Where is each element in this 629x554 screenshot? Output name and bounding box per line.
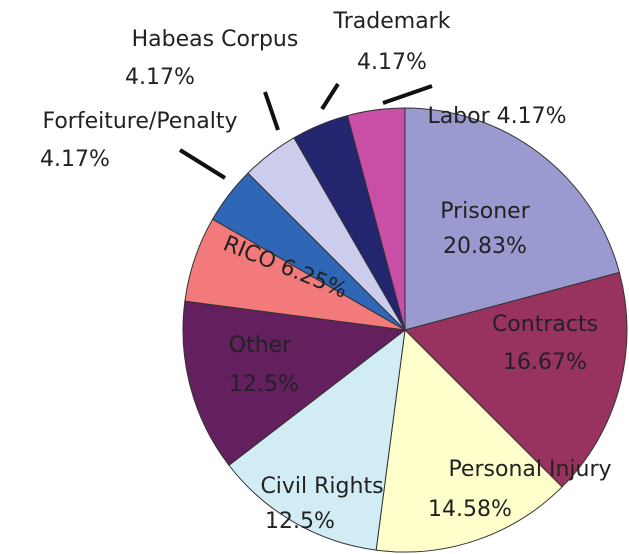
slice <box>182 300 407 466</box>
slice <box>404 107 621 331</box>
value-label: 14.58% <box>428 497 512 522</box>
category-label: Habeas Corpus <box>132 27 299 52</box>
value-label: 20.83% <box>443 234 527 259</box>
slice <box>228 328 406 551</box>
category-label: Personal Injury <box>448 457 611 482</box>
value-label: 16.67% <box>503 350 587 375</box>
leader-line <box>382 84 433 105</box>
leader-line <box>178 148 227 180</box>
leader-line <box>263 91 280 131</box>
value-label: 4.17% <box>497 104 567 129</box>
category-label: Trademark <box>333 9 451 34</box>
value-label: 12.5% <box>265 509 335 534</box>
slices <box>182 107 628 553</box>
category-label: Contracts <box>492 312 598 337</box>
slice-label: Labor 4.17% <box>427 104 566 129</box>
value-label: 4.17% <box>357 50 427 75</box>
category-label: Prisoner <box>440 199 530 224</box>
category-label: Labor <box>427 104 490 129</box>
category-label: Civil Rights <box>260 474 383 499</box>
slice <box>346 107 406 331</box>
value-label: 4.17% <box>40 147 110 172</box>
value-label: 12.5% <box>229 372 299 397</box>
slice <box>404 271 628 488</box>
slice <box>375 328 563 553</box>
labels: Prisoner 20.83% Contracts 16.67% Personal In… <box>40 9 611 534</box>
category-label: Other <box>229 333 292 358</box>
value-label: 4.17% <box>125 65 195 90</box>
category-label: Forfeiture/Penalty <box>42 109 237 134</box>
leader-line <box>320 82 340 111</box>
